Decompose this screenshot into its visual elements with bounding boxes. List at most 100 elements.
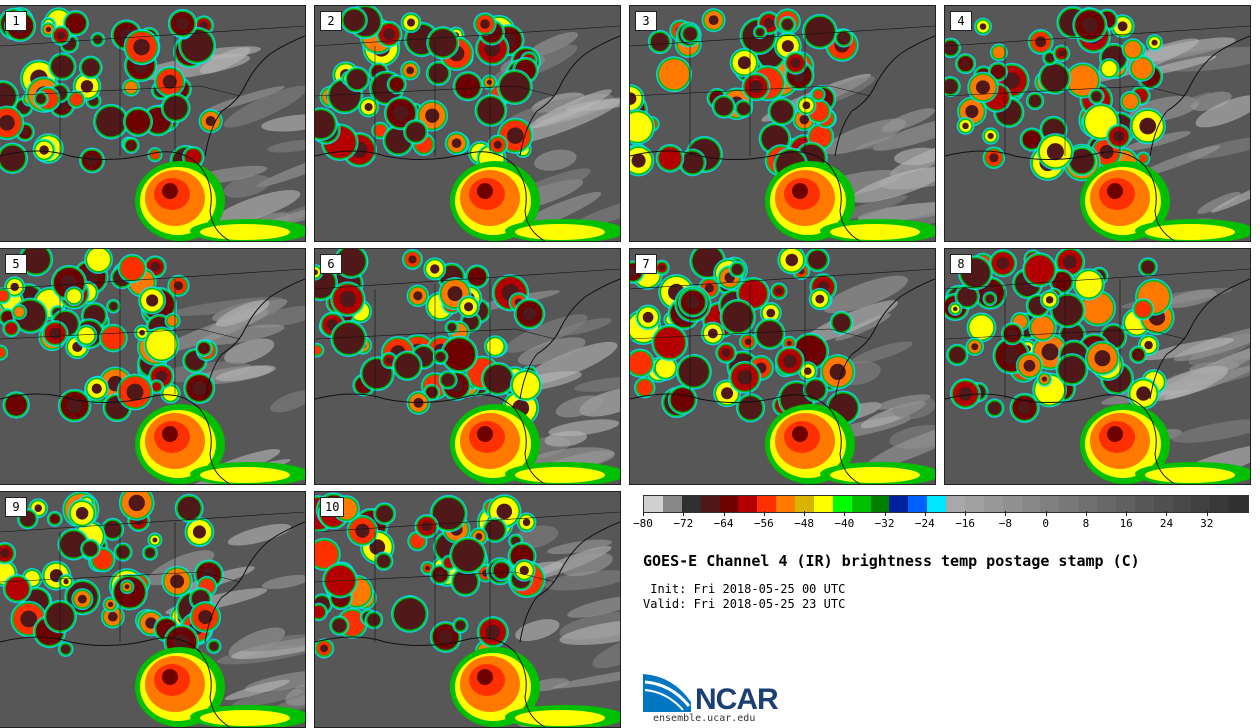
colorbar-swatch bbox=[1134, 496, 1154, 512]
colorbar-tick-label: −48 bbox=[794, 517, 814, 530]
colorbar-tick bbox=[1166, 511, 1168, 516]
stamp-panel-8: 8 bbox=[944, 248, 1251, 485]
colorbar-swatch bbox=[1191, 496, 1211, 512]
colorbar-tick bbox=[924, 511, 926, 516]
colorbar-swatch bbox=[889, 496, 909, 512]
colorbar-swatch bbox=[851, 496, 871, 512]
colorbar-tick bbox=[683, 511, 685, 516]
colorbar-swatch bbox=[757, 496, 777, 512]
stamp-label-8: 8 bbox=[950, 254, 972, 274]
colorbar-swatch bbox=[983, 496, 1003, 512]
valid-time: Valid: Fri 2018-05-25 23 UTC bbox=[643, 597, 846, 611]
colorbar-tick-label: −16 bbox=[955, 517, 976, 530]
colorbar-swatch bbox=[776, 496, 795, 512]
colorbar-tick-label: −80 bbox=[633, 517, 653, 530]
stamp-label-5: 5 bbox=[5, 254, 27, 274]
colorbar-tick bbox=[763, 511, 765, 516]
colorbar-tick bbox=[1126, 511, 1128, 516]
stamp-panel-6: 6 bbox=[314, 248, 621, 485]
stamp-panel-9: 9 bbox=[0, 491, 306, 728]
stamp-panel-1: 1 bbox=[0, 5, 306, 242]
stamp-panel-7: 7 bbox=[629, 248, 936, 485]
colorbar-swatch bbox=[681, 496, 701, 512]
colorbar-tick bbox=[844, 511, 846, 516]
stamp-panel-3: 3 bbox=[629, 5, 936, 242]
colorbar-tick bbox=[884, 511, 886, 516]
colorbar-swatch bbox=[1002, 496, 1022, 512]
logo-wordmark: NCAR bbox=[695, 683, 779, 716]
colorbar-tick-label: 32 bbox=[1200, 517, 1214, 530]
colorbar-tick bbox=[1045, 511, 1047, 516]
colorbar-tick-label: 16 bbox=[1119, 517, 1133, 530]
colorbar-swatch bbox=[1172, 496, 1192, 512]
colorbar-swatch bbox=[719, 496, 739, 512]
stamp-panel-10: 10 bbox=[314, 491, 621, 728]
logo-url: ensemble.ucar.edu bbox=[653, 713, 756, 724]
stamp-panel-5: 5 bbox=[0, 248, 306, 485]
stamp-label-10: 10 bbox=[320, 497, 345, 517]
ir-map-8 bbox=[945, 249, 1250, 484]
colorbar-swatch bbox=[813, 496, 833, 512]
colorbar-tick-label: −72 bbox=[673, 517, 694, 530]
colorbar-tick-label: 0 bbox=[1042, 517, 1049, 530]
colorbar-swatch bbox=[1229, 496, 1248, 512]
stamp-label-9: 9 bbox=[5, 497, 27, 517]
colorbar-tick-label: −40 bbox=[834, 517, 855, 530]
stamp-label-7: 7 bbox=[635, 254, 657, 274]
colorbar-tick bbox=[804, 511, 806, 516]
colorbar-swatch bbox=[795, 496, 814, 512]
colorbar-tick bbox=[1005, 511, 1007, 516]
ncar-logo-icon bbox=[643, 674, 691, 712]
colorbar-tick-label: 24 bbox=[1159, 517, 1174, 530]
stamp-label-4: 4 bbox=[950, 11, 972, 31]
stamp-label-3: 3 bbox=[635, 11, 657, 31]
colorbar-swatch bbox=[644, 496, 663, 512]
init-time: Init: Fri 2018-05-25 00 UTC bbox=[643, 582, 846, 596]
ir-map-2 bbox=[315, 6, 620, 241]
colorbar-swatch bbox=[964, 496, 984, 512]
colorbar-swatch bbox=[1021, 496, 1041, 512]
colorbar-swatch bbox=[1115, 496, 1135, 512]
stamp-label-6: 6 bbox=[320, 254, 342, 274]
colorbar-tick bbox=[723, 511, 725, 516]
colorbar-tick bbox=[1085, 511, 1087, 516]
colorbar-swatch bbox=[700, 496, 720, 512]
ir-map-5 bbox=[0, 249, 305, 484]
colorbar-swatch bbox=[1078, 496, 1097, 512]
ir-map-1 bbox=[0, 6, 305, 241]
stamp-label-2: 2 bbox=[320, 11, 342, 31]
colorbar-tick-label: −56 bbox=[753, 517, 774, 530]
colorbar-ticks: −80 −72 −64 −56 −48 −40 −32 −24 −16 −8 0 8 16 24 32 bbox=[633, 511, 1247, 533]
figure-title: GOES-E Channel 4 (IR) brightness temp po… bbox=[643, 552, 1140, 570]
colorbar-swatch bbox=[832, 496, 852, 512]
colorbar-tick bbox=[643, 511, 644, 516]
colorbar-swatch bbox=[1097, 496, 1116, 512]
colorbar-swatch bbox=[908, 496, 928, 512]
colorbar-swatch bbox=[927, 496, 946, 512]
ir-map-4 bbox=[945, 6, 1250, 241]
colorbar-swatch bbox=[1153, 496, 1173, 512]
ir-map-9 bbox=[0, 492, 305, 727]
colorbar-swatch bbox=[946, 496, 965, 512]
stamp-label-1: 1 bbox=[5, 11, 27, 31]
colorbar-swatch bbox=[1040, 496, 1060, 512]
colorbar-tick-label: −32 bbox=[874, 517, 895, 530]
colorbar-tick-label: −24 bbox=[914, 517, 935, 530]
colorbar-tick-label: 8 bbox=[1082, 517, 1090, 530]
colorbar-swatch bbox=[1059, 496, 1079, 512]
colorbar-swatch bbox=[662, 496, 682, 512]
ir-map-10 bbox=[315, 492, 620, 727]
colorbar-swatch bbox=[870, 496, 890, 512]
colorbar-swatch bbox=[1210, 496, 1230, 512]
colorbar-swatch bbox=[738, 496, 758, 512]
colorbar-tick bbox=[1206, 511, 1208, 516]
stamp-panel-2: 2 bbox=[314, 5, 621, 242]
ir-map-3 bbox=[630, 6, 935, 241]
stamp-panel-4: 4 bbox=[944, 5, 1251, 242]
temperature-colorbar bbox=[643, 495, 1249, 513]
ir-map-6 bbox=[315, 249, 620, 484]
colorbar-tick-label: −8 bbox=[998, 517, 1013, 530]
colorbar-tick bbox=[965, 511, 967, 516]
ir-map-7 bbox=[630, 249, 935, 484]
colorbar-tick-label: −64 bbox=[713, 517, 734, 530]
